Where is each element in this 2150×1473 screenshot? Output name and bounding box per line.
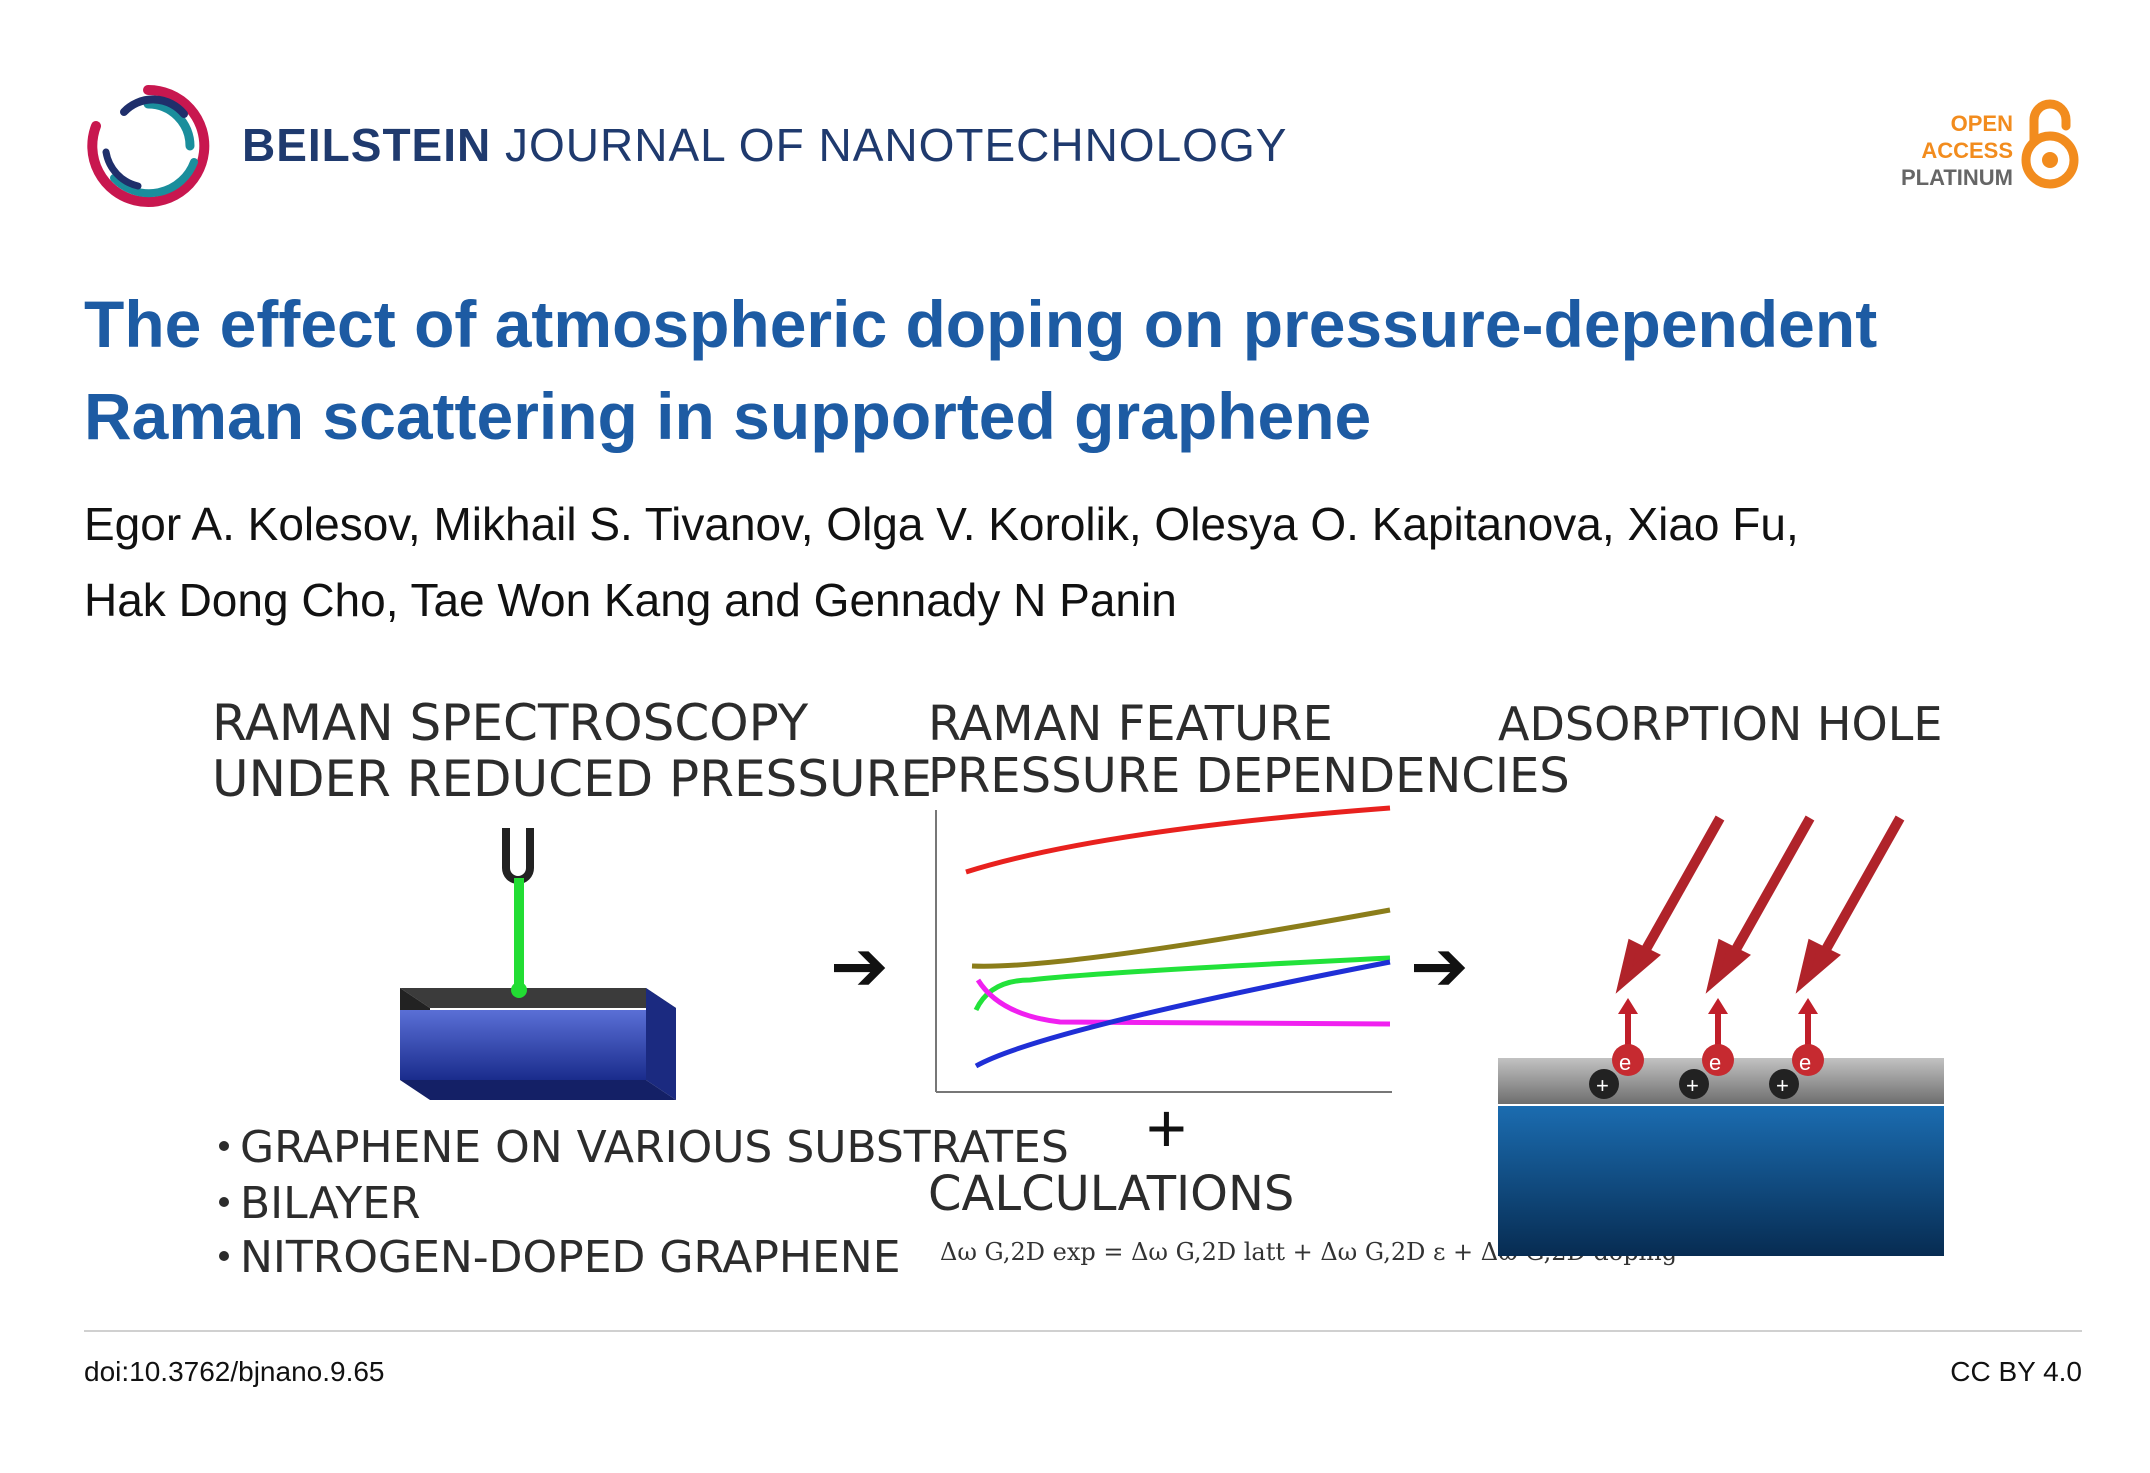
curve-olive xyxy=(971,907,1391,969)
open-access-badge: OPEN ACCESS PLATINUM xyxy=(1901,110,2013,191)
panel-raman-setup: RAMAN SPECTROSCOPY UNDER REDUCED PRESSUR… xyxy=(212,694,1069,1280)
panel1-title-line1: RAMAN SPECTROSCOPY xyxy=(212,694,809,752)
graphical-abstract: RAMAN SPECTROSCOPY UNDER REDUCED PRESSUR… xyxy=(212,694,1960,1280)
journal-name-bold: BEILSTEIN xyxy=(242,119,492,171)
article-authors: Egor A. Kolesov, Mikhail S. Tivanov, Olg… xyxy=(84,486,2064,638)
open-access-line2: ACCESS xyxy=(1921,138,2013,163)
hole-label-1: + xyxy=(1596,1073,1609,1098)
hole-label-3: + xyxy=(1776,1073,1789,1098)
substrate-blue xyxy=(1498,1106,1944,1256)
bullet-bilayer: BILAYER xyxy=(240,1178,421,1229)
panel3-title: ADSORPTION HOLE DOPING xyxy=(1498,697,1960,751)
electron-label-3: e xyxy=(1799,1050,1811,1075)
panel-pressure-dependencies: RAMAN FEATURE PRESSURE DEPENDENCIES + CA… xyxy=(928,696,1677,1266)
footer-divider xyxy=(84,1330,2082,1332)
laser-beam xyxy=(514,878,524,988)
open-access-line1: OPEN xyxy=(1950,111,2013,136)
license: CC BY 4.0 xyxy=(1950,1356,2082,1387)
laser-spot xyxy=(511,982,527,998)
adsorption-arrows xyxy=(1615,815,1905,994)
article-title-line1: The effect of atmospheric doping on pres… xyxy=(84,287,1878,361)
electron-label-2: e xyxy=(1709,1050,1721,1075)
curve-magenta xyxy=(975,978,1391,1027)
arrow-right-icon: ➔ xyxy=(830,927,889,1005)
curve-red xyxy=(965,805,1391,875)
doi[interactable]: doi:10.3762/bjnano.9.65 xyxy=(84,1356,385,1387)
authors-line1: Egor A. Kolesov, Mikhail S. Tivanov, Olg… xyxy=(84,498,1799,550)
panel2-title-line2: PRESSURE DEPENDENCIES xyxy=(928,748,1570,804)
substrate-block xyxy=(400,1010,646,1080)
panel1-title-line2: UNDER REDUCED PRESSURE xyxy=(212,750,932,808)
graphene-layer xyxy=(400,988,676,1008)
journal-name: BEILSTEIN JOURNAL OF NANOTECHNOLOGY xyxy=(242,118,1287,172)
authors-line2: Hak Dong Cho, Tae Won Kang and Gennady N… xyxy=(84,574,1177,626)
open-access-line3: PLATINUM xyxy=(1900,165,2013,190)
curve-green xyxy=(973,955,1391,1012)
article-title-line2: Raman scattering in supported graphene xyxy=(84,379,1372,453)
electron-label-1: e xyxy=(1619,1050,1631,1075)
electron-hole-pairs: e + e + e + xyxy=(1589,998,1824,1099)
calculations-label: CALCULATIONS xyxy=(928,1166,1294,1222)
hole-label-2: + xyxy=(1686,1073,1699,1098)
article-title: The effect of atmospheric doping on pres… xyxy=(84,278,2064,462)
plus-sign: + xyxy=(1146,1089,1187,1167)
open-lock-icon xyxy=(2021,99,2079,189)
panel2-title-line1: RAMAN FEATURE xyxy=(928,696,1333,752)
beilstein-swirl-icon xyxy=(87,84,210,207)
objective-lens-icon xyxy=(502,828,534,884)
arrow-right-icon-2: ➔ xyxy=(1410,927,1469,1005)
panel-adsorption-doping: ADSORPTION HOLE DOPING e + xyxy=(1498,697,1960,1256)
curve-blue xyxy=(974,959,1391,1069)
bullet-nitrogen-doped: NITROGEN-DOPED GRAPHENE xyxy=(240,1232,901,1280)
journal-name-rest: JOURNAL OF NANOTECHNOLOGY xyxy=(505,119,1288,171)
bullet-graphene-substrates: GRAPHENE ON VARIOUS SUBSTRATES xyxy=(240,1122,1069,1173)
